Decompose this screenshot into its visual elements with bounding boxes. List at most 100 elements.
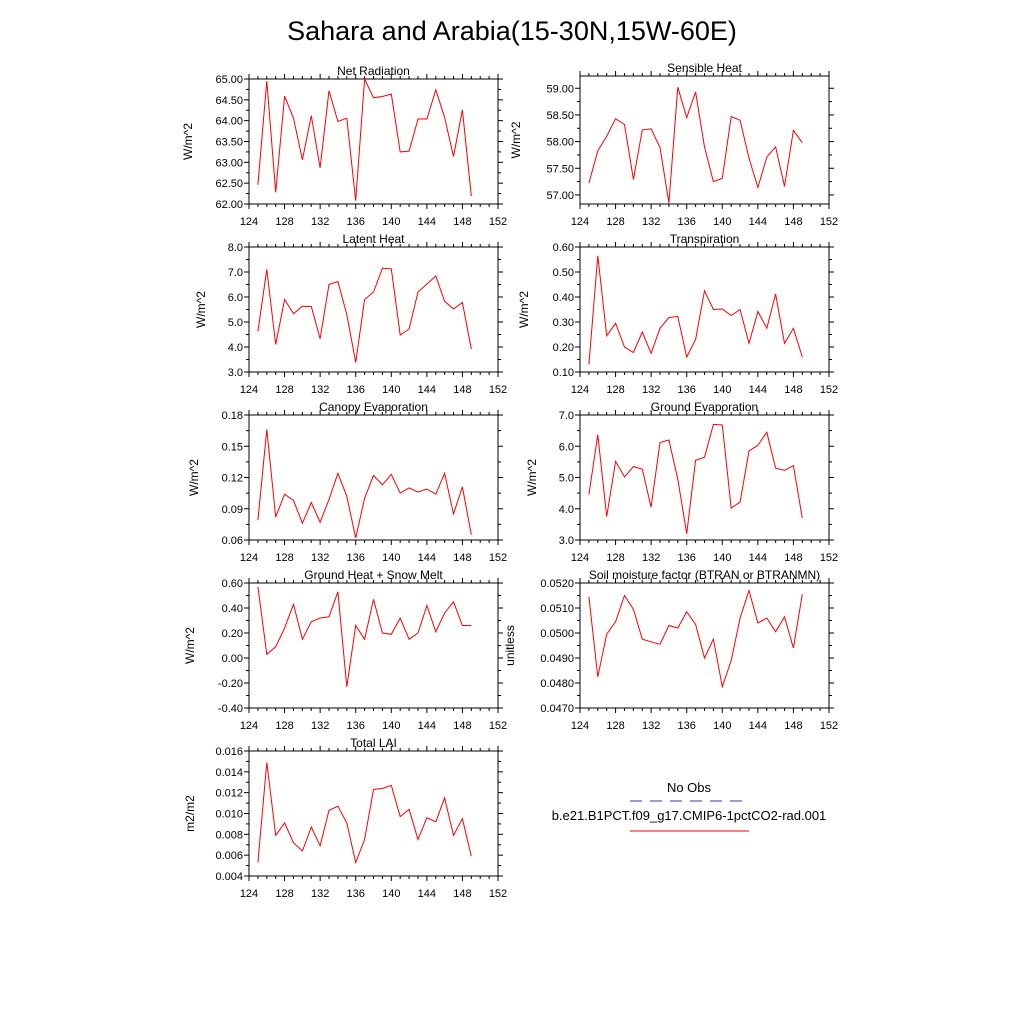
figure-title: Sahara and Arabia(15-30N,15W-60E) [287,16,737,46]
y-tick-label: 8.0 [228,242,243,254]
x-tick-label: 136 [347,552,365,564]
y-tick-label: 5.0 [559,473,574,485]
x-tick-label: 152 [820,552,838,564]
x-tick-label: 124 [571,552,589,564]
panel-title: Net Radiation [337,64,410,78]
y-tick-label: 62.50 [215,178,243,190]
y-tick-label: 57.00 [546,190,574,202]
x-tick-label: 124 [240,888,258,900]
x-tick-label: 136 [347,216,365,228]
chart-panel-0: Net Radiation 124 128 132 136 140 144 148 152 62.… [181,64,507,228]
y-tick-label: 62.00 [215,199,243,211]
x-tick-label: 132 [311,888,329,900]
x-tick-label: 144 [418,552,436,564]
panels-group: Net Radiation 124 128 132 136 140 144 148 152 62.… [181,61,838,900]
x-tick-label: 128 [275,384,293,396]
y-tick-label: 0.12 [222,473,243,485]
x-tick-label: 132 [642,552,660,564]
y-tick-label: 0.012 [215,788,243,800]
y-axis-title: W/m^2 [181,123,195,160]
x-tick-label: 128 [606,216,624,228]
y-tick-label: 0.0480 [540,678,574,690]
x-tick-label: 144 [749,384,767,396]
panel-title: Canopy Evaporation [319,400,428,414]
x-tick-label: 124 [240,216,258,228]
plot-frame [248,246,499,373]
series-line-0 [588,423,803,534]
series-line-0 [257,429,472,539]
y-tick-label: 6.0 [559,441,574,453]
x-tick-label: 124 [571,216,589,228]
y-axis-title: m2/m2 [183,795,197,832]
x-tick-label: 144 [749,720,767,732]
y-tick-label: 58.50 [546,110,574,122]
series-line-0 [257,586,472,687]
x-tick-label: 140 [382,216,400,228]
y-tick-label: 0.014 [215,767,243,779]
y-tick-label: 0.20 [222,628,243,640]
x-tick-label: 128 [606,384,624,396]
x-tick-label: 140 [382,384,400,396]
x-tick-label: 132 [311,552,329,564]
series-line-0 [588,588,803,689]
y-tick-label: 5.0 [228,317,243,329]
x-tick-label: 140 [713,552,731,564]
x-tick-label: 124 [571,384,589,396]
y-tick-label: 59.00 [546,83,574,95]
y-tick-label: 4.0 [228,342,243,354]
y-tick-label: 65.00 [215,74,243,86]
chart-panel-4: Canopy Evaporation 124 128 132 136 140 144 148 1… [187,400,507,564]
x-tick-label: 136 [678,216,696,228]
panel-title: Ground Evaporation [651,400,758,414]
y-axis-title: W/m^2 [187,459,201,496]
y-axis-title: W/m^2 [183,627,197,664]
x-tick-label: 144 [418,384,436,396]
x-tick-label: 148 [784,552,802,564]
plot-frame [248,582,499,709]
series-line-0 [257,762,472,865]
panel-title: Total LAI [350,736,397,750]
y-tick-label: 4.0 [559,504,574,516]
x-tick-label: 148 [453,720,471,732]
plot-frame [248,414,499,541]
x-tick-label: 140 [382,552,400,564]
x-tick-label: 152 [489,216,507,228]
x-tick-label: 148 [453,384,471,396]
x-tick-label: 132 [642,216,660,228]
panel-title: Latent Heat [342,232,405,246]
y-tick-label: 63.50 [215,137,243,149]
x-tick-label: 124 [240,384,258,396]
x-tick-label: 152 [820,720,838,732]
plot-frame [579,414,830,541]
y-tick-label: 0.0510 [540,603,574,615]
x-tick-label: 128 [275,552,293,564]
x-tick-label: 136 [347,720,365,732]
x-tick-label: 136 [678,552,696,564]
y-tick-label: 6.0 [228,292,243,304]
y-tick-label: 63.00 [215,157,243,169]
panel-title: Soil moisture factor (BTRAN or BTRANMN) [589,568,820,582]
x-tick-label: 144 [418,216,436,228]
x-tick-label: 148 [453,552,471,564]
y-tick-label: 0.40 [553,292,574,304]
x-tick-label: 132 [311,720,329,732]
y-tick-label: 0.016 [215,746,243,758]
plot-frame [579,246,830,373]
chart-panel-3: Transpiration 124 128 132 136 140 144 148 152 0.1… [517,232,838,396]
x-tick-label: 132 [311,384,329,396]
x-tick-label: 128 [275,720,293,732]
x-tick-label: 152 [489,384,507,396]
y-tick-label: -0.20 [218,678,243,690]
y-tick-label: 0.06 [222,535,243,547]
y-axis-title: W/m^2 [517,291,531,328]
y-tick-label: 0.09 [222,504,243,516]
x-tick-label: 148 [784,720,802,732]
x-tick-label: 136 [678,384,696,396]
x-tick-label: 148 [453,888,471,900]
chart-panel-6: Ground Heat + Snow Melt 124 128 132 136 140 14… [183,568,507,732]
x-tick-label: 152 [820,216,838,228]
y-axis-title: W/m^2 [525,459,539,496]
y-tick-label: 0.60 [222,578,243,590]
x-tick-label: 128 [275,888,293,900]
x-tick-label: 132 [311,216,329,228]
